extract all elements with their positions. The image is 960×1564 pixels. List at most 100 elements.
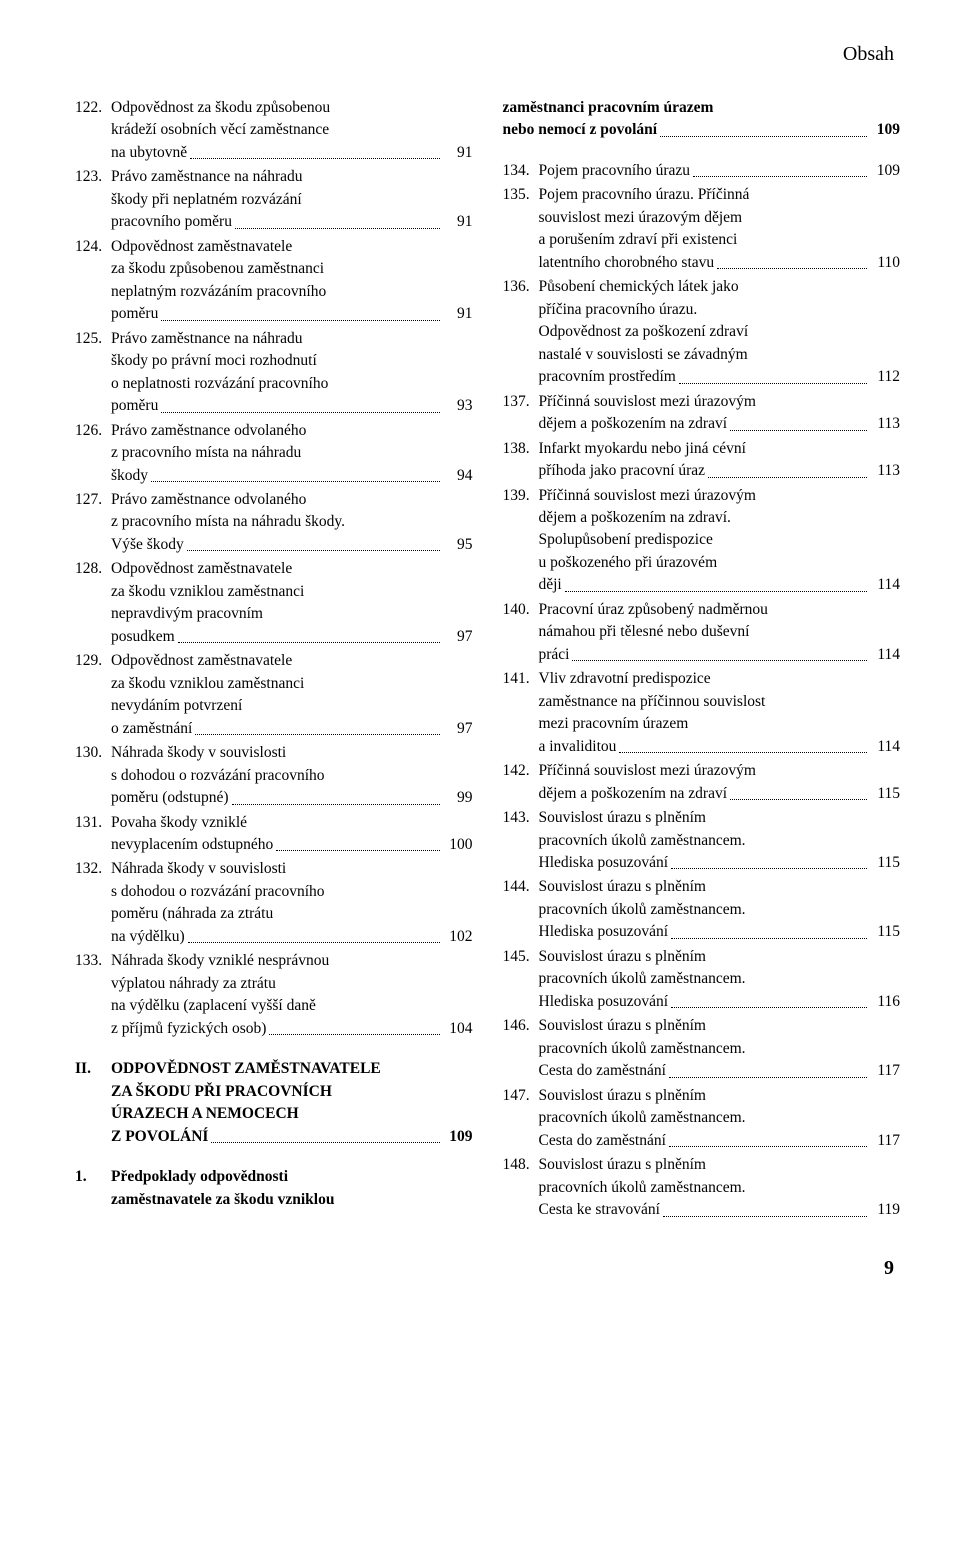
toc-page-number: 113	[870, 413, 900, 435]
toc-entry-text: na výdělku (zaplacení vyšší daně	[75, 995, 473, 1017]
toc-entry-text: nepravdivým pracovním	[75, 603, 473, 625]
toc-leader-dots	[671, 868, 867, 869]
toc-entry-text: nevyplacením odstupného	[111, 834, 273, 856]
toc-entry-text: Předpoklady odpovědnosti	[111, 1166, 288, 1188]
toc-entry-text: o zaměstnání97	[75, 718, 473, 740]
toc-entry-text: Odpovědnost za poškození zdraví	[503, 321, 901, 343]
toc-entry-text: Příčinná souvislost mezi úrazovým	[539, 485, 756, 507]
page-number: 9	[75, 1254, 900, 1283]
toc-leader-dots	[211, 1142, 439, 1143]
left-column: 122.Odpovědnost za škodu způsobenoukráde…	[75, 97, 473, 1224]
toc-entry-number: 1.	[75, 1166, 111, 1188]
toc-leader-dots	[151, 481, 439, 482]
toc-entry-text: Souvislost úrazu s plněním	[539, 1015, 706, 1037]
toc-entry: 133.Náhrada škody vzniklé nesprávnouvýpl…	[75, 950, 473, 1040]
toc-entry-text: Právo zaměstnance odvolaného	[111, 420, 306, 442]
toc-entry-number: 128.	[75, 558, 111, 580]
toc-entry-number: 144.	[503, 876, 539, 898]
toc-page-number: 91	[443, 303, 473, 325]
toc-entry-number: 138.	[503, 438, 539, 460]
toc-entry-text: škody při neplatném rozvázání	[75, 189, 473, 211]
toc-entry-text: příčina pracovního úrazu.	[503, 299, 901, 321]
toc-entry-text: na ubytovně91	[75, 142, 473, 164]
toc-entry-number: 127.	[75, 489, 111, 511]
toc-entry-text: a invaliditou114	[503, 736, 901, 758]
toc-page-number: 113	[870, 460, 900, 482]
toc-entry-text: škody 94	[75, 465, 473, 487]
toc-page-number: 109	[443, 1126, 473, 1148]
toc-page-number: 109	[870, 160, 900, 182]
toc-entry-text: neplatným rozvázáním pracovního	[75, 281, 473, 303]
toc-entry-text: za škodu vzniklou zaměstnanci	[75, 581, 473, 603]
toc-entry-number: 122.	[75, 97, 111, 119]
toc-entry: 126.Právo zaměstnance odvolanéhoz pracov…	[75, 420, 473, 487]
toc-entry: 140.Pracovní úraz způsobený nadměrnounám…	[503, 599, 901, 666]
toc-entry-text: Infarkt myokardu nebo jiná cévní	[539, 438, 746, 460]
toc-entry-number: II.	[75, 1058, 111, 1080]
toc-entry-text: posudkem97	[75, 626, 473, 648]
toc-entry: 129.Odpovědnost zaměstnavateleza škodu v…	[75, 650, 473, 740]
toc-entry-text: poměru (náhrada za ztrátu	[75, 903, 473, 925]
toc-entry-text: Cesta ke stravování	[539, 1199, 660, 1221]
toc-entry-text: Výše škody95	[75, 534, 473, 556]
toc-page-number: 110	[870, 252, 900, 274]
toc-entry: 125.Právo zaměstnance na náhraduškody po…	[75, 328, 473, 418]
toc-leader-dots	[730, 430, 867, 431]
toc-entry-number: 137.	[503, 391, 539, 413]
toc-entry-text: ději 114	[503, 574, 901, 596]
toc-entry-text: z příjmů fyzických osob)104	[75, 1018, 473, 1040]
toc-entry-number: 130.	[75, 742, 111, 764]
toc-entry: 124.Odpovědnost zaměstnavateleza škodu z…	[75, 236, 473, 326]
toc-leader-dots	[190, 158, 439, 159]
toc-entry-text: Spolupůsobení predispozice	[503, 529, 901, 551]
toc-leader-dots	[708, 477, 867, 478]
toc-entry-number: 132.	[75, 858, 111, 880]
toc-entry: 145.Souvislost úrazu s plněnímpracovních…	[503, 946, 901, 1013]
toc-entry-text: z pracovního místa na náhradu	[75, 442, 473, 464]
toc-entry: 137.Příčinná souvislost mezi úrazovýmděj…	[503, 391, 901, 436]
toc-leader-dots	[269, 1034, 439, 1035]
toc-page-number: 91	[443, 211, 473, 233]
toc-leader-dots	[187, 550, 440, 551]
toc-page-number: 104	[443, 1018, 473, 1040]
toc-entry-text: Odpovědnost zaměstnavatele	[111, 236, 292, 258]
toc-entry: II.ODPOVĚDNOST ZAMĚSTNAVATELEZA ŠKODU PŘ…	[75, 1058, 473, 1148]
toc-entry-text: Z POVOLÁNÍ	[111, 1126, 208, 1148]
toc-page-number: 114	[870, 574, 900, 596]
toc-entry: 128.Odpovědnost zaměstnavateleza škodu v…	[75, 558, 473, 648]
toc-entry-text: latentního chorobného stavu	[539, 252, 715, 274]
toc-entry: 1.Předpoklady odpovědnostizaměstnavatele…	[75, 1166, 473, 1211]
toc-leader-dots	[669, 1146, 867, 1147]
toc-leader-dots	[671, 938, 867, 939]
toc-leader-dots	[178, 642, 440, 643]
toc-entry: 148.Souvislost úrazu s plněnímpracovních…	[503, 1154, 901, 1221]
toc-entry-number: 145.	[503, 946, 539, 968]
toc-section-continuation: zaměstnanci pracovním úrazemnebo nemocí …	[503, 97, 901, 142]
toc-entry-text: s dohodou o rozvázání pracovního	[75, 765, 473, 787]
toc-page-number: 116	[870, 991, 900, 1013]
toc-entry-text: poměru (odstupné)	[111, 787, 229, 809]
page-header: Obsah	[75, 40, 900, 69]
toc-entry-text: ději	[539, 574, 562, 596]
toc-entry-text: nevydáním potvrzení	[75, 695, 473, 717]
toc-entry-text: Odpovědnost zaměstnavatele	[111, 558, 292, 580]
toc-leader-dots	[679, 383, 867, 384]
toc-entry-text: škody	[111, 465, 148, 487]
toc-leader-dots	[565, 591, 867, 592]
toc-entry-text: práci	[539, 644, 570, 666]
toc-entry-text: Hlediska posuzování	[539, 991, 669, 1013]
toc-entry: 132.Náhrada škody v souvislostis dohodou…	[75, 858, 473, 948]
toc-entry-text: Hlediska posuzování	[539, 921, 669, 943]
toc-entry-text: ZA ŠKODU PŘI PRACOVNÍCH	[75, 1081, 473, 1103]
toc-entry-number: 148.	[503, 1154, 539, 1176]
toc-leader-dots	[717, 268, 867, 269]
toc-page-number: 94	[443, 465, 473, 487]
toc-leader-dots	[276, 850, 439, 851]
toc-entry-text: Hlediska posuzování 116	[503, 991, 901, 1013]
toc-entry-text: poměru91	[75, 303, 473, 325]
toc-entry-number: 129.	[75, 650, 111, 672]
toc-entry-text: Příčinná souvislost mezi úrazovým	[539, 760, 756, 782]
toc-entry-text: Příčinná souvislost mezi úrazovým	[539, 391, 756, 413]
toc-page-number: 115	[870, 783, 900, 805]
toc-entry: 143.Souvislost úrazu s plněnímpracovních…	[503, 807, 901, 874]
